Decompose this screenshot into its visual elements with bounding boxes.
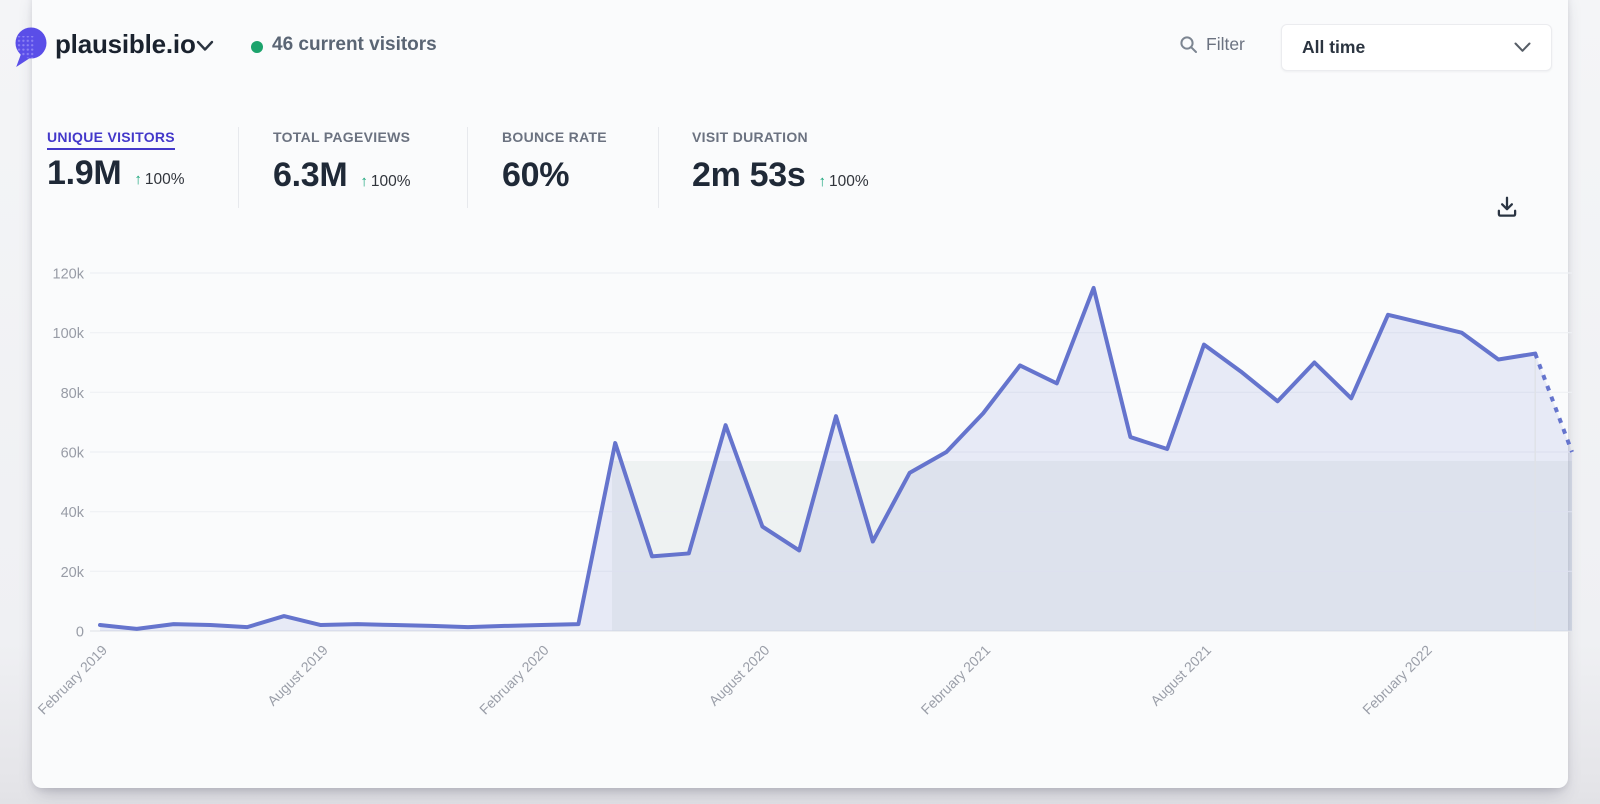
stat-change: ↑ 100%	[819, 173, 869, 191]
live-visitors-dot	[251, 41, 263, 53]
filter-label: Filter	[1206, 34, 1245, 54]
chevron-down-icon	[1514, 42, 1531, 52]
stat-value: 2m 53s	[692, 156, 806, 194]
stat-change: ↑ 100%	[134, 171, 184, 189]
stat-change: ↑ 100%	[360, 173, 410, 191]
x-axis-labels: February 2019 August 2019 February 2020 Aug…	[34, 642, 1435, 718]
site-name[interactable]: plausible.io	[55, 29, 196, 59]
visitors-chart[interactable]: 0 20k 40k 60k 80k 100k 120k February 2019 August…	[0, 230, 1600, 785]
x-axis-label: August 2020	[706, 642, 773, 709]
site-chevron-down-icon[interactable]	[196, 40, 214, 52]
y-axis-label: 60k	[61, 446, 85, 462]
stat-total-pageviews[interactable]: TOTAL PAGEVIEWS 6.3M ↑ 100%	[273, 129, 411, 195]
arrow-up-icon: ↑	[134, 171, 142, 188]
y-axis-label: 100k	[53, 326, 85, 342]
stat-label: VISIT DURATION	[692, 129, 808, 145]
dashboard-card	[32, 0, 1568, 788]
stats-divider	[467, 127, 468, 208]
stat-label: UNIQUE VISITORS	[47, 129, 175, 150]
filter-button[interactable]: Filter	[1179, 34, 1245, 55]
stat-label: BOUNCE RATE	[502, 129, 607, 145]
stat-value: 60%	[502, 156, 570, 194]
x-axis-label: February 2021	[918, 642, 994, 718]
arrow-up-icon: ↑	[360, 173, 368, 190]
y-axis-label: 40k	[61, 505, 85, 521]
y-axis-label: 80k	[61, 386, 85, 402]
stat-visit-duration[interactable]: VISIT DURATION 2m 53s ↑ 100%	[692, 129, 869, 195]
y-axis-label: 0	[76, 625, 84, 641]
chart-grid: 0 20k 40k 60k 80k 100k 120k	[53, 267, 1572, 641]
plausible-logo	[15, 27, 47, 67]
stat-value: 1.9M	[47, 154, 122, 192]
y-axis-label: 120k	[53, 267, 85, 283]
stat-label: TOTAL PAGEVIEWS	[273, 129, 411, 145]
chart-area-fill-incomplete	[1535, 353, 1572, 631]
x-axis-label: August 2021	[1147, 642, 1214, 709]
stat-unique-visitors[interactable]: UNIQUE VISITORS 1.9M ↑ 100%	[47, 129, 185, 193]
chart-line	[98, 285, 1538, 631]
stats-divider	[658, 127, 659, 208]
chart-area-fill	[100, 287, 1536, 631]
search-icon	[1180, 36, 1197, 53]
x-axis-label: August 2019	[264, 642, 331, 709]
stat-change-value: 100%	[829, 173, 869, 190]
stat-bounce-rate[interactable]: BOUNCE RATE 60%	[502, 129, 607, 195]
date-range-value: All time	[1302, 37, 1366, 57]
download-icon	[1497, 196, 1517, 217]
stat-change-value: 100%	[370, 173, 411, 190]
stats-divider	[238, 127, 239, 208]
x-axis-label: February 2019	[34, 642, 110, 718]
x-axis-label: February 2020	[476, 642, 552, 718]
x-axis-label: February 2022	[1359, 642, 1435, 718]
stat-value: 6.3M	[273, 156, 348, 194]
date-range-selector[interactable]: All time	[1281, 24, 1552, 71]
y-axis-label: 20k	[61, 565, 85, 581]
stat-change-value: 100%	[144, 171, 185, 188]
arrow-up-icon: ↑	[818, 173, 827, 190]
chart-band	[612, 460, 1572, 631]
download-export-button[interactable]	[1492, 192, 1522, 222]
current-visitors-count[interactable]: 46 current visitors	[272, 34, 437, 55]
